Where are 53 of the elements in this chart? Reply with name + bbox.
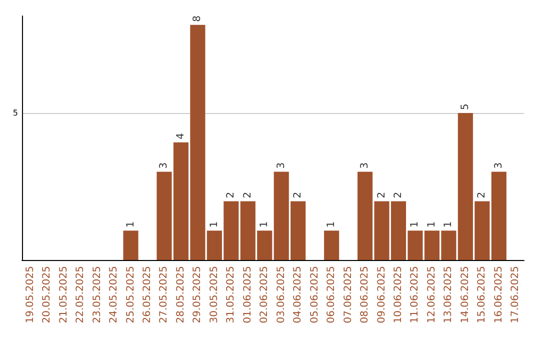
data-label: 4 bbox=[175, 133, 186, 140]
x-tick-label: 10.06.2025 bbox=[393, 266, 404, 324]
data-label: 1 bbox=[443, 221, 454, 228]
x-tick-label: 24.05.2025 bbox=[108, 266, 120, 324]
data-label: 3 bbox=[360, 162, 371, 169]
data-label: 2 bbox=[292, 192, 304, 198]
x-tick-label: 27.05.2025 bbox=[158, 266, 170, 324]
data-label: 1 bbox=[326, 221, 338, 228]
x-tick-label: 29.05.2025 bbox=[192, 266, 204, 324]
x-tick-label: 09.06.2025 bbox=[376, 266, 388, 324]
x-tick-label: 05.06.2025 bbox=[309, 266, 320, 324]
x-tick-label: 26.05.2025 bbox=[142, 266, 153, 324]
x-tick-label: 16.06.2025 bbox=[493, 266, 504, 324]
x-tick-label: 12.06.2025 bbox=[426, 266, 438, 324]
data-label: 2 bbox=[226, 192, 237, 198]
x-tick-label: 08.06.2025 bbox=[360, 266, 371, 324]
x-tick-label: 22.05.2025 bbox=[75, 266, 86, 324]
data-label: 1 bbox=[259, 221, 270, 228]
data-label: 1 bbox=[426, 221, 438, 228]
data-label: 2 bbox=[376, 192, 388, 198]
data-label: 8 bbox=[192, 15, 204, 22]
x-tick-label: 21.05.2025 bbox=[58, 266, 70, 324]
data-label: 2 bbox=[476, 192, 488, 198]
x-tick-label: 17.06.2025 bbox=[510, 266, 522, 324]
x-tick-label: 02.06.2025 bbox=[259, 266, 270, 324]
x-tick-label: 04.06.2025 bbox=[292, 266, 304, 324]
data-label: 2 bbox=[242, 192, 254, 198]
bar bbox=[491, 172, 506, 260]
x-tick-label: 06.06.2025 bbox=[326, 266, 338, 324]
x-tick-label: 31.05.2025 bbox=[226, 266, 237, 324]
x-tick-label: 11.06.2025 bbox=[410, 266, 421, 324]
data-label: 3 bbox=[158, 162, 170, 169]
x-tick-label: 28.05.2025 bbox=[175, 266, 186, 324]
x-tick-label: 13.06.2025 bbox=[443, 266, 454, 324]
x-tick-label: 23.05.2025 bbox=[92, 266, 103, 324]
x-tick-label: 20.05.2025 bbox=[42, 266, 53, 324]
data-label: 3 bbox=[276, 162, 287, 169]
data-label: 1 bbox=[410, 221, 421, 228]
data-label: 3 bbox=[493, 162, 504, 169]
x-tick-label: 19.05.2025 bbox=[24, 266, 36, 324]
bar bbox=[324, 230, 340, 260]
data-label: 5 bbox=[460, 104, 471, 110]
data-label: 1 bbox=[208, 221, 220, 228]
x-tick-label: 14.06.2025 bbox=[460, 266, 471, 324]
x-tick-label: 25.05.2025 bbox=[125, 266, 136, 324]
x-tick-label: 01.06.2025 bbox=[242, 266, 254, 324]
bar bbox=[123, 230, 138, 260]
data-label: 1 bbox=[125, 221, 136, 228]
x-tick-label: 07.06.2025 bbox=[342, 266, 354, 324]
x-tick-label: 03.06.2025 bbox=[276, 266, 287, 324]
x-tick-label: 15.06.2025 bbox=[476, 266, 488, 324]
x-tick-label: 30.05.2025 bbox=[208, 266, 220, 324]
data-label: 2 bbox=[393, 192, 404, 198]
